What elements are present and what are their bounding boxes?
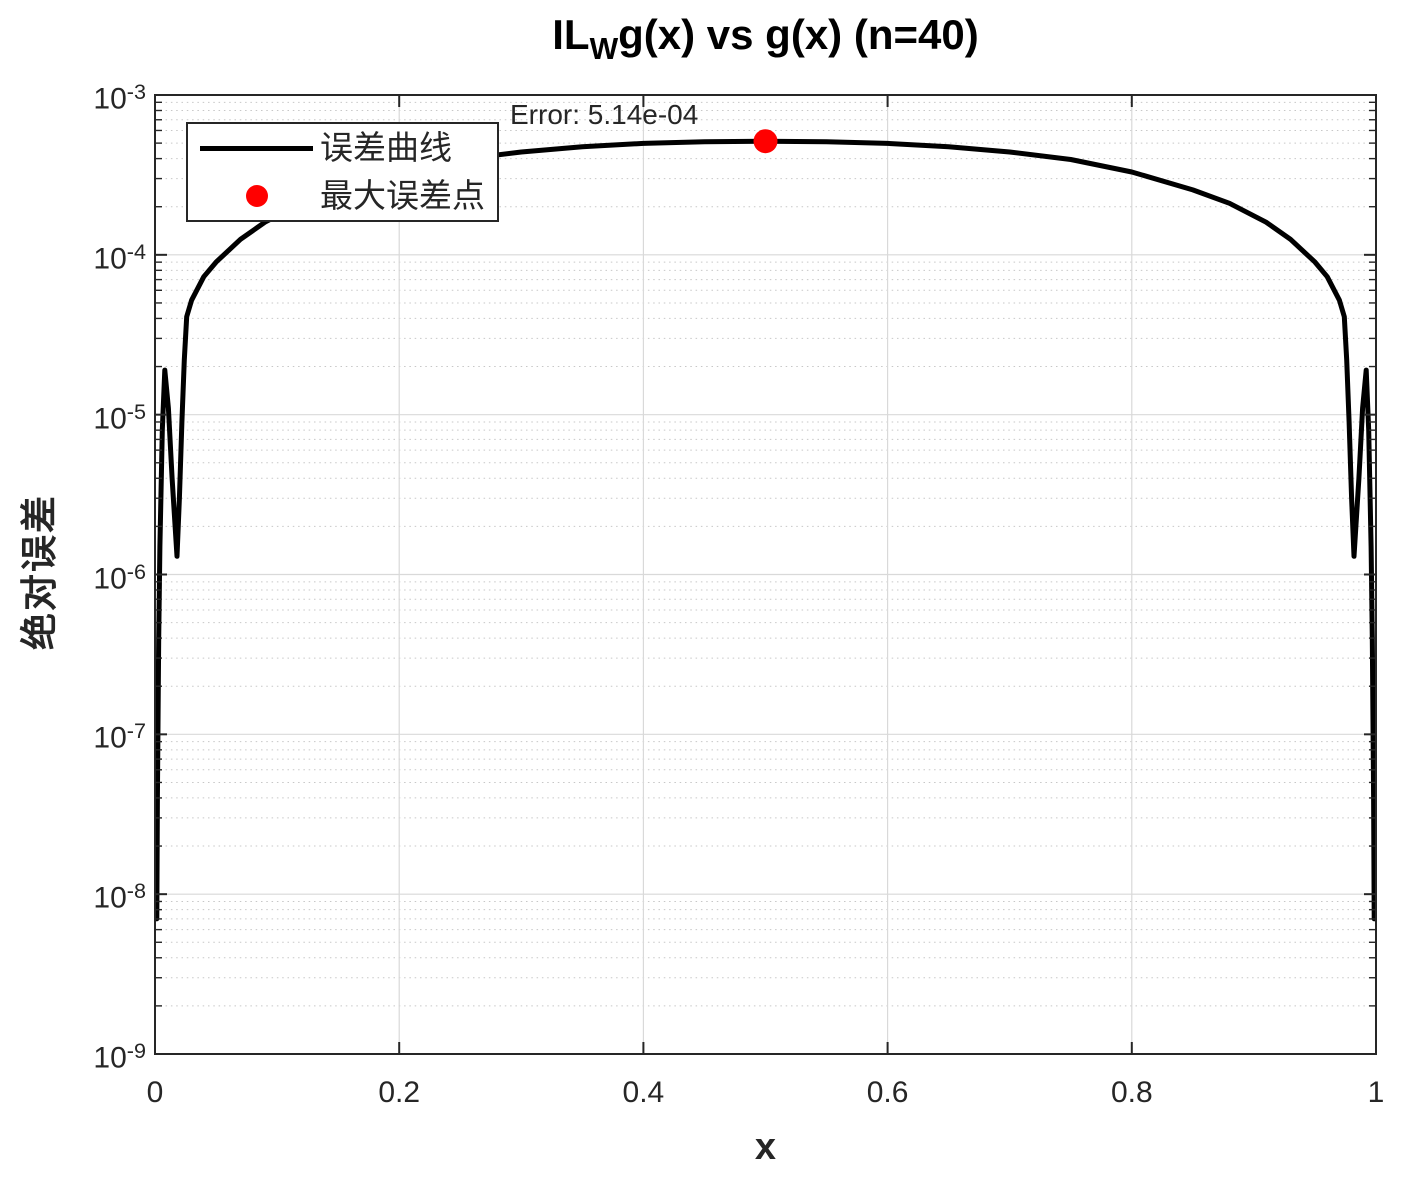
title-suffix: g(x) vs g(x) (n=40) [618,11,979,58]
max-error-annotation: Error: 5.14e-04 [510,99,699,130]
legend-label-error-curve: 误差曲线 [320,129,452,166]
x-tick-label: 0.4 [622,1076,665,1109]
x-tick-label: 0 [146,1076,164,1109]
y-tick-label: 10-8 [93,878,146,915]
legend: 误差曲线 最大误差点 [186,122,499,222]
legend-marker-area [200,185,313,207]
x-axis-label: x [754,1126,777,1168]
legend-entry-max-point: 最大误差点 [188,172,497,220]
y-tick-label: 10-5 [93,398,146,436]
y-tick-label: 10-3 [93,79,146,116]
x-tick-label: 0.8 [1110,1076,1153,1109]
legend-line-sample-icon [200,145,313,151]
y-tick-label: 10-6 [93,558,146,596]
legend-entry-error-curve: 误差曲线 [188,124,497,172]
y-tick-label: 10-4 [93,238,146,276]
title-prefix: IL [552,11,590,58]
legend-dot-sample-icon [245,185,268,207]
y-tick-label: 10-7 [93,718,146,756]
legend-marker-area [200,145,313,151]
chart-title: ILWg(x) vs g(x) (n=40) [155,10,1376,75]
x-tick-label: 0.2 [378,1076,421,1109]
y-axis-label: 绝对误差 [19,494,60,650]
x-tick-label: 0.6 [866,1076,909,1109]
legend-label-max-point: 最大误差点 [320,177,485,214]
error-curve-line [154,138,1377,922]
max-error-point [753,129,778,154]
title-subscript: W [589,32,619,66]
x-tick-label: 1 [1367,1076,1385,1109]
y-tick-label: 10-9 [93,1038,146,1075]
